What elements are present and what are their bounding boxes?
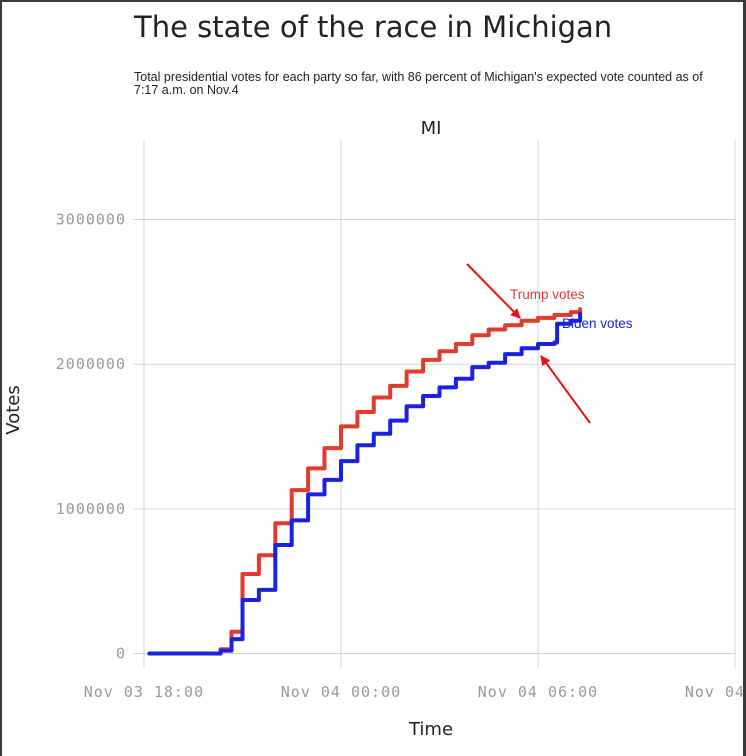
biden-votes-line bbox=[147, 311, 583, 656]
y-tick-label: 1000000 bbox=[56, 500, 126, 518]
y-tick-label: 2000000 bbox=[56, 355, 126, 373]
y-axis-ticks: 0 1000000 2000000 3000000 bbox=[56, 211, 126, 663]
biden-arrow bbox=[540, 355, 591, 424]
trump-votes-annotation: Trump votes bbox=[510, 287, 585, 302]
biden-votes-annotation: Biden votes bbox=[562, 316, 633, 331]
x-axis-label: Time bbox=[408, 719, 453, 740]
y-tick-label: 3000000 bbox=[56, 211, 126, 229]
x-tick-label: Nov 04 12: bbox=[685, 683, 746, 701]
y-axis-label: Votes bbox=[3, 385, 24, 434]
trump-votes-line bbox=[147, 307, 583, 656]
x-tick-label: Nov 04 06:00 bbox=[478, 683, 598, 701]
series-lines bbox=[147, 307, 583, 656]
grid-lines bbox=[133, 140, 736, 668]
annotation-arrows bbox=[466, 263, 591, 424]
page-subtitle: Total presidential votes for each party … bbox=[134, 70, 703, 97]
x-tick-label: Nov 04 00:00 bbox=[281, 683, 401, 701]
panel-title: MI bbox=[421, 118, 442, 139]
x-axis-ticks: Nov 03 18:00 Nov 04 00:00 Nov 04 06:00 Nov … bbox=[84, 683, 746, 701]
frame-border-right bbox=[743, 0, 746, 756]
trump-arrow bbox=[466, 263, 521, 319]
y-tick-label: 0 bbox=[116, 645, 126, 663]
x-tick-label: Nov 03 18:00 bbox=[84, 683, 204, 701]
page-title: The state of the race in Michigan bbox=[134, 10, 613, 44]
